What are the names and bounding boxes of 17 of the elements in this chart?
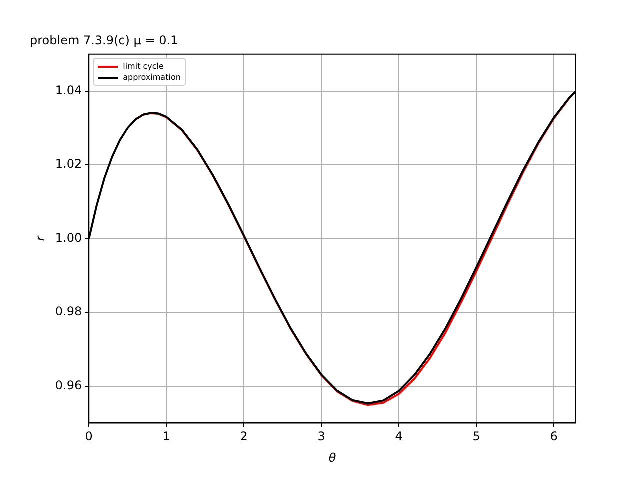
x-axis-title: θ — [328, 450, 337, 465]
x-tick-label: 2 — [240, 430, 248, 444]
x-tick-label: 6 — [550, 430, 558, 444]
y-tick-label: 1.02 — [55, 157, 82, 172]
x-tick-label: 4 — [395, 430, 403, 444]
x-tick-label: 0 — [85, 430, 93, 444]
legend-label: limit cycle — [123, 61, 164, 72]
y-axis-title: r — [33, 235, 48, 242]
x-tick-label: 3 — [318, 430, 326, 444]
y-tick-label: 0.96 — [55, 378, 82, 392]
y-tick-label: 1.04 — [55, 83, 82, 98]
legend-label: approximation — [123, 72, 181, 84]
y-tick-label: 1.00 — [55, 230, 82, 245]
x-tick-label: 1 — [162, 430, 170, 444]
x-tick-label: 5 — [472, 430, 480, 444]
chart-title: problem 7.3.9(c) μ = 0.1 — [30, 33, 178, 48]
y-tick-label: 0.98 — [55, 304, 82, 319]
